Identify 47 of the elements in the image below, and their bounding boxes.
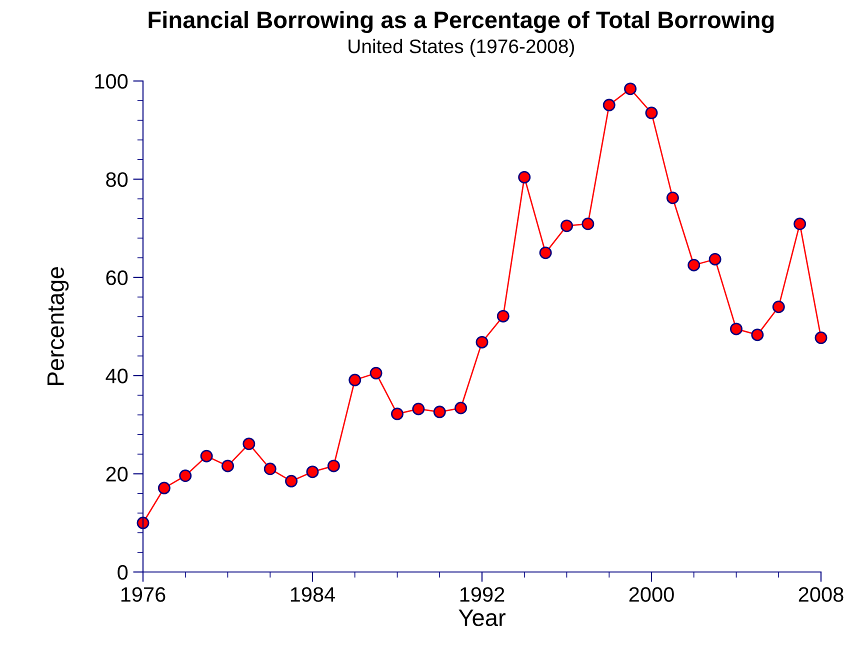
point: [560, 220, 573, 232]
point: [306, 466, 319, 478]
x-axis-title: Year: [458, 610, 506, 626]
point: [518, 170, 531, 184]
y-tick-label: 100: [95, 74, 128, 89]
y-tick-label: 0: [118, 565, 128, 580]
chart-subtitle: United States (1976-2008): [348, 38, 574, 58]
point: [645, 106, 658, 120]
point: [285, 474, 298, 488]
x-tick-label: 1992: [460, 587, 504, 602]
y-axis-title: Percentage: [48, 267, 69, 385]
x-tick-label: 1984: [290, 587, 336, 602]
point: [348, 374, 362, 386]
point: [794, 218, 806, 230]
y-tick-label: 20: [106, 466, 128, 482]
point: [433, 406, 446, 418]
x-tick-label: 2008: [798, 587, 844, 602]
point: [814, 332, 828, 344]
y-tick-label: 80: [106, 172, 128, 187]
point: [708, 252, 722, 266]
point: [327, 460, 340, 472]
point: [624, 82, 637, 96]
point: [179, 470, 192, 482]
x-tick-label: 2000: [629, 587, 674, 602]
x-tick-label: 1976: [121, 587, 166, 602]
point: [158, 482, 170, 494]
chart-title: Financial Borrowing as a Percentage of Total Borrowing: [148, 10, 774, 34]
point: [412, 402, 425, 416]
point: [496, 310, 510, 322]
point: [582, 218, 594, 230]
point: [772, 300, 785, 314]
point: [242, 438, 256, 450]
point: [476, 336, 488, 348]
point: [391, 408, 404, 420]
point: [264, 462, 276, 476]
point: [222, 460, 234, 472]
point: [370, 366, 382, 380]
point: [200, 450, 213, 462]
point: [666, 192, 679, 204]
y-tick-label: 60: [106, 270, 128, 286]
point: [751, 328, 764, 342]
point: [454, 402, 468, 414]
point: [539, 246, 552, 260]
point: [602, 98, 616, 112]
y-tick-label: 40: [106, 368, 128, 384]
point: [730, 322, 742, 336]
point: [688, 258, 700, 272]
